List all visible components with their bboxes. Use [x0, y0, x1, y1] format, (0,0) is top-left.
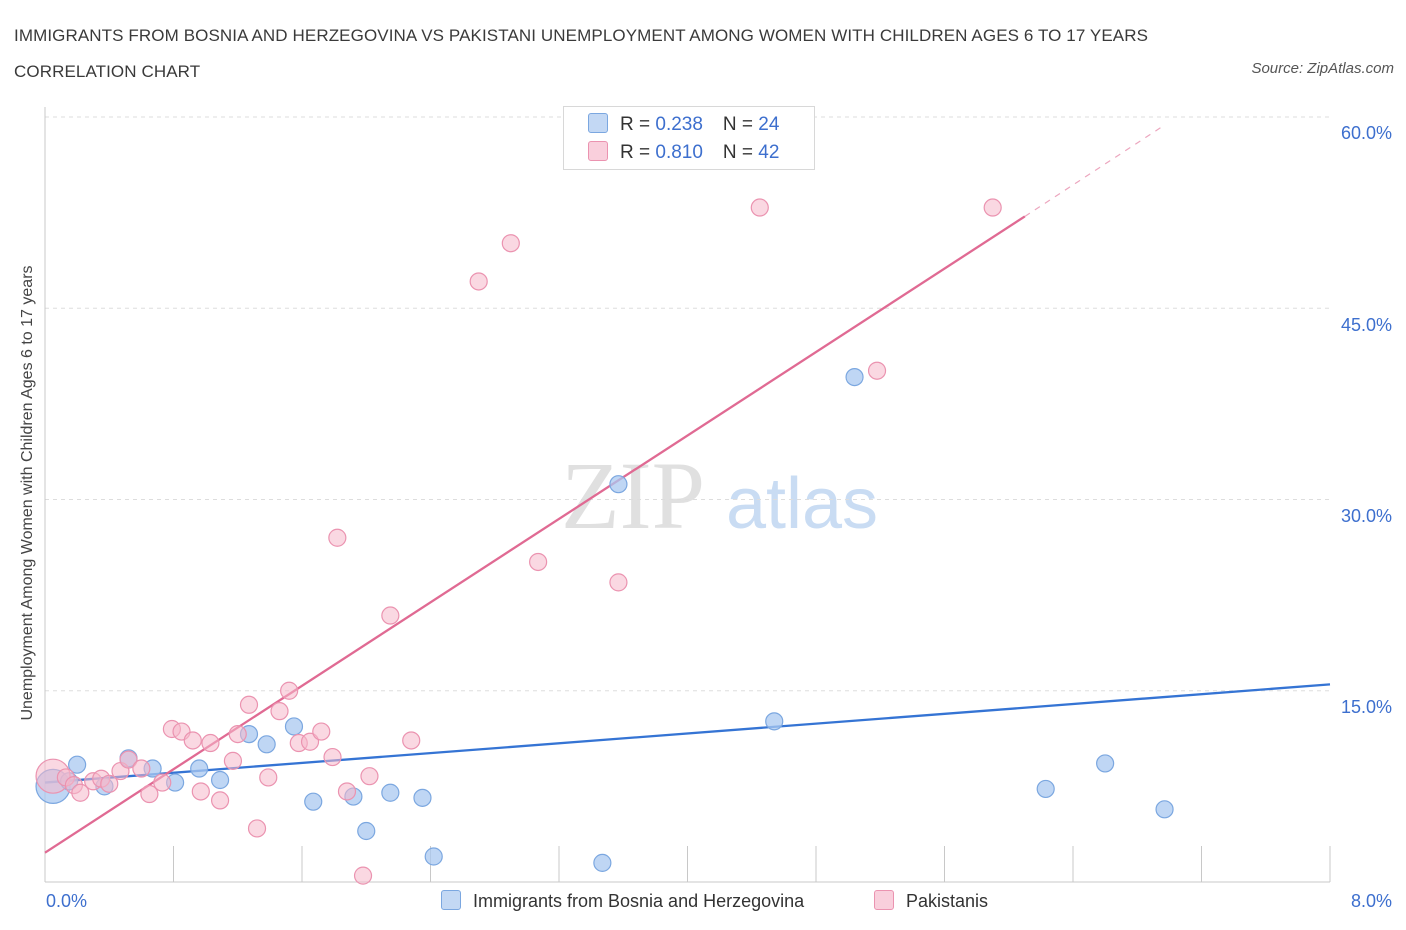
r-value-pakistani: 0.810: [655, 142, 703, 163]
point-pakistani-23: [270, 702, 289, 721]
point-pakistani-32: [360, 767, 379, 786]
point-pakistani-9: [132, 759, 151, 778]
point-pakistani-31: [353, 866, 373, 885]
grid-lines: [45, 116, 1330, 692]
point-pakistani-3: [71, 783, 90, 802]
bottom-legend-pakistani: Pakistanis: [874, 890, 988, 912]
point-pakistani-28: [323, 747, 342, 767]
point-pakistani-24: [280, 681, 299, 700]
point-bosnia-23: [1096, 754, 1115, 773]
point-pakistani-40: [867, 361, 887, 380]
watermark-atlas: atlas: [726, 464, 878, 544]
point-bosnia-19: [609, 475, 628, 494]
watermark-zip: ZIP: [561, 442, 705, 549]
n-value-bosnia: 24: [758, 114, 780, 135]
point-pakistani-11: [153, 773, 172, 792]
bottom-legend-label-bosnia: Immigrants from Bosnia and Herzegovina: [473, 891, 805, 911]
point-pakistani-10: [140, 784, 159, 804]
n-label: N =: [722, 142, 759, 163]
point-bosnia-17: [424, 847, 443, 866]
point-pakistani-29: [328, 528, 347, 547]
y-tick-30: 30.0%: [1340, 506, 1392, 526]
point-pakistani-26: [300, 732, 320, 751]
point-pakistani-41: [983, 198, 1002, 217]
point-bosnia-24: [1155, 800, 1174, 819]
correlation-legend: R = 0.238 N = 24 R = 0.810 N = 42: [563, 106, 815, 170]
point-pakistani-38: [609, 573, 628, 592]
watermark: ZIP atlas: [561, 442, 878, 549]
n-label: N =: [722, 114, 759, 135]
data-points: [35, 198, 1174, 885]
point-pakistani-39: [750, 198, 769, 217]
point-bosnia-22: [1036, 779, 1055, 799]
y-tick-15: 15.0%: [1340, 697, 1392, 717]
point-bosnia-2: [68, 755, 87, 774]
point-bosnia-14: [357, 821, 376, 841]
point-pakistani-15: [191, 782, 210, 801]
point-bosnia-12: [304, 792, 323, 811]
point-bosnia-11: [284, 717, 304, 736]
x-tick-max: 8.0%: [1350, 891, 1392, 911]
point-bosnia-20: [765, 712, 784, 731]
point-pakistani-19: [228, 724, 247, 744]
point-pakistani-17: [210, 791, 230, 810]
point-pakistani-21: [247, 819, 267, 838]
point-bosnia-15: [381, 783, 400, 802]
n-value-pakistani: 42: [758, 142, 780, 163]
legend-row-pakistani: R = 0.810 N = 42: [588, 141, 779, 165]
x-tick-min: 0.0%: [46, 891, 88, 911]
point-pakistani-8: [119, 750, 138, 769]
bottom-legend-label-pakistani: Pakistanis: [906, 891, 989, 911]
legend-row-bosnia: R = 0.238 N = 24: [588, 113, 779, 137]
point-pakistani-20: [239, 695, 259, 714]
point-pakistani-16: [201, 733, 220, 753]
r-value-bosnia: 0.238: [655, 114, 703, 135]
legend-swatch-blue: [588, 113, 608, 133]
point-bosnia-21: [845, 368, 864, 387]
axes: [44, 107, 1331, 883]
point-pakistani-6: [100, 774, 119, 793]
point-bosnia-8: [210, 770, 230, 790]
point-pakistani-35: [469, 272, 488, 291]
bottom-legend-swatch-blue: [441, 890, 461, 910]
point-bosnia-16: [413, 788, 432, 807]
chart-title: IMMIGRANTS FROM BOSNIA AND HERZEGOVINA V…: [14, 26, 1149, 81]
bottom-legend-bosnia: Immigrants from Bosnia and Herzegovina: [441, 890, 804, 912]
point-pakistani-14: [183, 731, 202, 750]
point-pakistani-36: [501, 234, 520, 253]
point-pakistani-34: [402, 731, 421, 750]
y-tick-45: 45.0%: [1340, 315, 1392, 335]
point-pakistani-37: [529, 552, 548, 572]
trend-line-pakistani-extension: [1024, 126, 1162, 217]
source-note: Source: ZipAtlas.com: [1251, 60, 1394, 77]
r-label: R =: [620, 142, 656, 163]
point-bosnia-10: [257, 735, 276, 754]
point-pakistani-30: [337, 782, 357, 801]
legend-swatch-pink: [588, 141, 608, 161]
point-pakistani-22: [259, 768, 278, 787]
point-bosnia-18: [593, 853, 612, 872]
y-tick-60: 60.0%: [1340, 123, 1392, 143]
point-pakistani-33: [381, 606, 400, 625]
r-label: R =: [620, 114, 656, 135]
point-pakistani-27: [312, 722, 331, 741]
point-bosnia-7: [190, 759, 209, 778]
trend-line-bosnia: [44, 683, 1331, 784]
bottom-legend-swatch-pink: [874, 890, 894, 910]
point-pakistani-18: [223, 751, 243, 770]
